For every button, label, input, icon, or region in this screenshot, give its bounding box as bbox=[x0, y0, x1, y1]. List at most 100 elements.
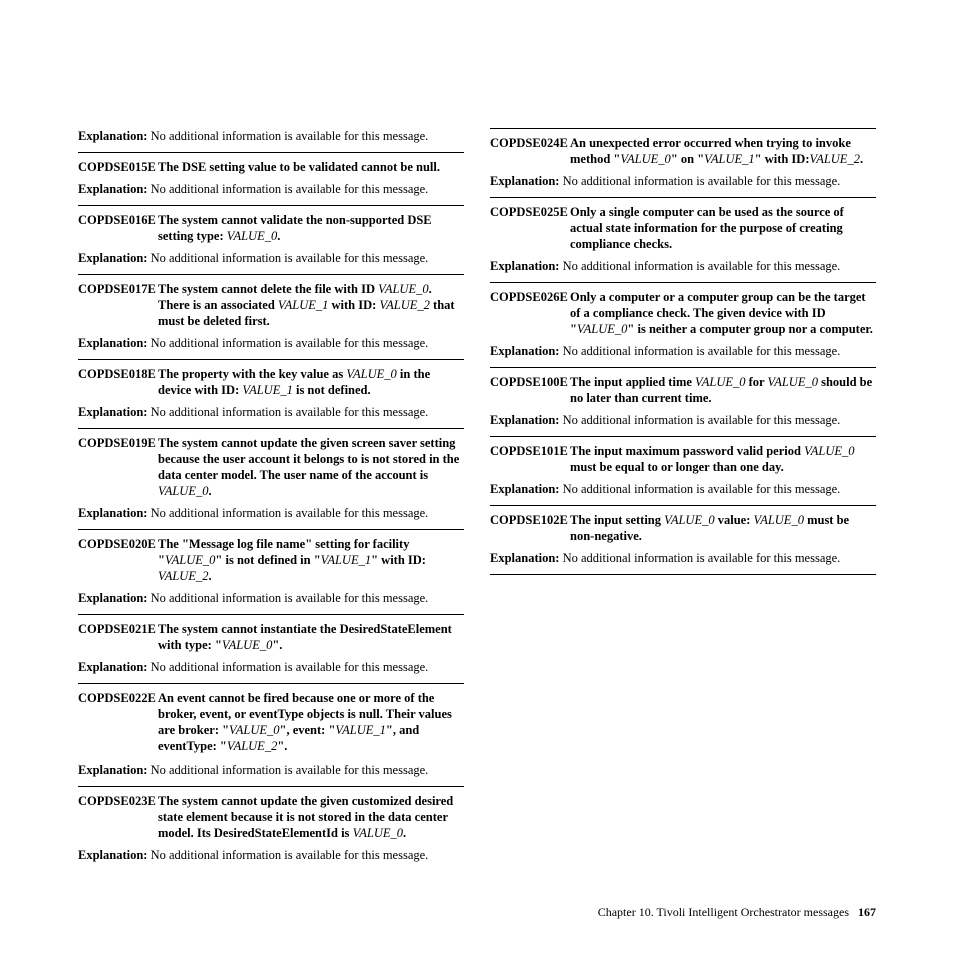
message-value: VALUE_0 bbox=[227, 229, 277, 243]
message-header: COPDSE018EThe property with the key valu… bbox=[78, 366, 464, 398]
explanation-label: Explanation: bbox=[78, 506, 151, 520]
explanation-label: Explanation: bbox=[78, 251, 151, 265]
explanation-text: No additional information is available f… bbox=[151, 763, 429, 777]
explanation-text: No additional information is available f… bbox=[563, 482, 841, 496]
message-text: Only a computer or a computer group can … bbox=[570, 289, 876, 337]
message-text: The system cannot update the given custo… bbox=[158, 793, 464, 841]
message-entry: COPDSE021EThe system cannot instantiate … bbox=[78, 614, 464, 675]
explanation: Explanation: No additional information i… bbox=[78, 505, 464, 521]
separator bbox=[78, 428, 464, 429]
separator bbox=[78, 205, 464, 206]
message-value: VALUE_1 bbox=[335, 723, 385, 737]
message-header: COPDSE015EThe DSE setting value to be va… bbox=[78, 159, 464, 175]
message-entry: COPDSE101EThe input maximum password val… bbox=[490, 436, 876, 497]
message-entry: COPDSE017EThe system cannot delete the f… bbox=[78, 274, 464, 351]
explanation-text: No additional information is available f… bbox=[151, 336, 429, 350]
message-value: VALUE_0 bbox=[222, 638, 272, 652]
message-code: COPDSE016E bbox=[78, 212, 158, 244]
explanation-text: No additional information is available f… bbox=[563, 259, 841, 273]
explanation-text: No additional information is available f… bbox=[563, 551, 841, 565]
message-code: COPDSE020E bbox=[78, 536, 158, 584]
explanation-label: Explanation: bbox=[490, 551, 563, 565]
message-value: VALUE_1 bbox=[704, 152, 754, 166]
explanation-text: No additional information is available f… bbox=[563, 413, 841, 427]
explanation-label: Explanation: bbox=[490, 174, 563, 188]
explanation: Explanation: No additional information i… bbox=[78, 250, 464, 266]
separator bbox=[78, 359, 464, 360]
explanation: Explanation: No additional information i… bbox=[78, 128, 464, 144]
message-header: COPDSE019EThe system cannot update the g… bbox=[78, 435, 464, 499]
message-text: Only a single computer can be used as th… bbox=[570, 204, 876, 252]
message-code: COPDSE101E bbox=[490, 443, 570, 475]
separator bbox=[78, 152, 464, 153]
message-value: VALUE_0 bbox=[577, 322, 627, 336]
separator bbox=[78, 683, 464, 684]
message-code: COPDSE017E bbox=[78, 281, 158, 329]
page-number: 167 bbox=[858, 905, 876, 919]
message-code: COPDSE102E bbox=[490, 512, 570, 544]
explanation: Explanation: No additional information i… bbox=[78, 335, 464, 351]
message-entry: COPDSE015EThe DSE setting value to be va… bbox=[78, 152, 464, 197]
message-code: COPDSE019E bbox=[78, 435, 158, 499]
message-header: COPDSE100EThe input applied time VALUE_0… bbox=[490, 374, 876, 406]
separator bbox=[490, 282, 876, 283]
explanation-label: Explanation: bbox=[78, 182, 151, 196]
message-entry: COPDSE018EThe property with the key valu… bbox=[78, 359, 464, 420]
explanation-label: Explanation: bbox=[490, 413, 563, 427]
message-value: VALUE_0 bbox=[768, 375, 818, 389]
message-value: VALUE_0 bbox=[158, 484, 208, 498]
message-entry: COPDSE026EOnly a computer or a computer … bbox=[490, 282, 876, 359]
explanation-text: No additional information is available f… bbox=[151, 251, 429, 265]
message-value: VALUE_0 bbox=[695, 375, 745, 389]
separator bbox=[490, 128, 876, 129]
explanation: Explanation: No additional information i… bbox=[490, 173, 876, 189]
message-header: COPDSE101EThe input maximum password val… bbox=[490, 443, 876, 475]
separator bbox=[78, 786, 464, 787]
message-text: The system cannot validate the non-suppo… bbox=[158, 212, 464, 244]
message-columns: Explanation: No additional information i… bbox=[78, 128, 876, 890]
explanation-label: Explanation: bbox=[78, 848, 151, 862]
message-text: The system cannot delete the file with I… bbox=[158, 281, 464, 329]
explanation: Explanation: No additional information i… bbox=[490, 343, 876, 359]
message-value: VALUE_1 bbox=[321, 553, 371, 567]
message-value: VALUE_0 bbox=[378, 282, 428, 296]
message-code: COPDSE024E bbox=[490, 135, 570, 167]
message-entry: COPDSE016EThe system cannot validate the… bbox=[78, 205, 464, 266]
message-value: VALUE_0 bbox=[346, 367, 396, 381]
message-header: COPDSE020EThe "Message log file name" se… bbox=[78, 536, 464, 584]
message-entry: COPDSE022EAn event cannot be fired becau… bbox=[78, 683, 464, 754]
separator bbox=[490, 367, 876, 368]
message-code: COPDSE021E bbox=[78, 621, 158, 653]
explanation: Explanation: No additional information i… bbox=[78, 590, 464, 606]
message-text: The system cannot update the given scree… bbox=[158, 435, 464, 499]
message-code: COPDSE015E bbox=[78, 159, 158, 175]
explanation: Explanation: No additional information i… bbox=[78, 762, 464, 778]
explanation: Explanation: No additional information i… bbox=[78, 181, 464, 197]
explanation-label: Explanation: bbox=[490, 482, 563, 496]
message-code: COPDSE023E bbox=[78, 793, 158, 841]
separator bbox=[490, 505, 876, 506]
message-header: COPDSE023EThe system cannot update the g… bbox=[78, 793, 464, 841]
explanation-label: Explanation: bbox=[78, 591, 151, 605]
message-value: VALUE_0 bbox=[804, 444, 854, 458]
explanation-label: Explanation: bbox=[490, 259, 563, 273]
explanation: Explanation: No additional information i… bbox=[78, 847, 464, 863]
message-value: VALUE_2 bbox=[809, 152, 859, 166]
message-text: The property with the key value as VALUE… bbox=[158, 366, 464, 398]
message-text: An unexpected error occurred when trying… bbox=[570, 135, 876, 167]
message-code: COPDSE025E bbox=[490, 204, 570, 252]
explanation-label: Explanation: bbox=[78, 763, 151, 777]
message-value: VALUE_0 bbox=[664, 513, 714, 527]
message-text: The DSE setting value to be validated ca… bbox=[158, 159, 464, 175]
message-code: COPDSE022E bbox=[78, 690, 158, 754]
explanation: Explanation: No additional information i… bbox=[490, 481, 876, 497]
document-page: Explanation: No additional information i… bbox=[0, 0, 954, 954]
message-header: COPDSE025EOnly a single computer can be … bbox=[490, 204, 876, 252]
separator bbox=[78, 529, 464, 530]
explanation: Explanation: No additional information i… bbox=[78, 659, 464, 675]
explanation: Explanation: No additional information i… bbox=[490, 412, 876, 428]
explanation: Explanation: No additional information i… bbox=[490, 258, 876, 274]
message-text: An event cannot be fired because one or … bbox=[158, 690, 464, 754]
message-code: COPDSE018E bbox=[78, 366, 158, 398]
message-header: COPDSE017EThe system cannot delete the f… bbox=[78, 281, 464, 329]
